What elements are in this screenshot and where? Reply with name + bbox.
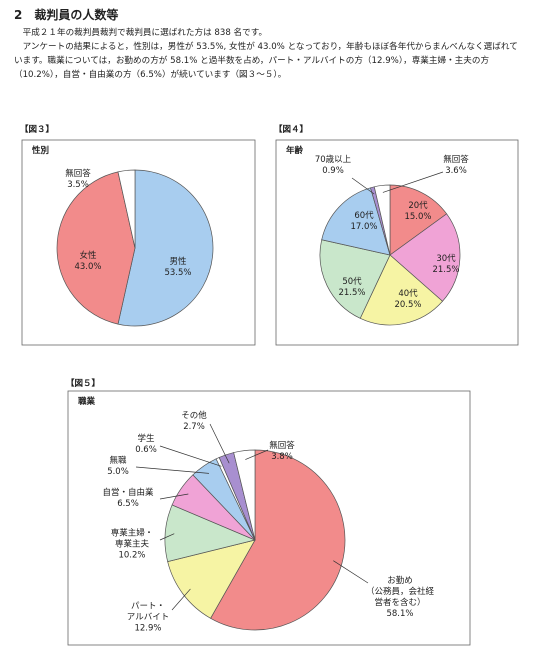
leader-line (351, 177, 375, 195)
slice-value: 20.5% (394, 300, 422, 310)
slice-name: その他 (181, 411, 207, 421)
slice-label: 70歳以上 0.9% (315, 155, 351, 177)
slice-value: 2.7% (183, 422, 205, 432)
chart-frame (67, 390, 471, 646)
slice-label: 60代 17.0% (350, 211, 377, 233)
slice-name: 自営・自由業 (102, 488, 154, 498)
chart-title: 年齢 (286, 146, 304, 156)
leader-line (159, 445, 222, 467)
leader-line (245, 449, 269, 460)
leader-line (171, 588, 191, 611)
chart-title: 職業 (78, 397, 96, 407)
chart-frame (21, 139, 256, 346)
paragraph: 平成２１年の裁判員裁判で裁判員に選ばれた方は 838 名です。 (22, 28, 268, 38)
slice-name: 専業主婦・ 専業主夫 (110, 528, 154, 550)
slice-label: 自営・自由業 6.5% (102, 488, 153, 510)
slice-value: 0.9% (322, 166, 344, 176)
slice-label: 20代 15.0% (404, 201, 431, 223)
slice-label: 専業主婦・ 専業主夫 10.2% (111, 529, 154, 562)
pie-slice (389, 184, 448, 256)
pie-slice (167, 539, 256, 619)
slice-value: 5.0% (107, 467, 129, 477)
slice-value: 10.2% (118, 550, 146, 561)
slice-value: 17.0% (350, 222, 378, 232)
slice-label: 無回答 3.8% (269, 441, 295, 463)
slice-name: 20代 (408, 201, 428, 211)
slice-label: お勤め （公務員，会社経 営者を含む） 58.1% (366, 576, 434, 620)
figure-label: 【図５】 (66, 379, 101, 389)
slice-label: 無回答 3.6% (443, 155, 469, 177)
leader-line (135, 466, 210, 474)
slice-name: 40代 (398, 289, 418, 299)
slice-name: 30代 (436, 254, 456, 264)
slice-value: 43.0% (74, 262, 102, 272)
slice-name: 60代 (354, 211, 374, 221)
slice-value: 58.1% (386, 609, 414, 619)
slice-label: 男性 53.5% (164, 257, 191, 279)
leader-line (382, 171, 444, 193)
pie-slice (233, 449, 256, 541)
figure-label: 【図３】 (20, 125, 55, 135)
slice-value: 3.8% (271, 452, 293, 462)
slice-label: パート・ アルバイト 12.9% (127, 602, 169, 635)
slice-label: 女性 43.0% (74, 251, 101, 273)
pie-slice (117, 169, 214, 327)
slice-value: 3.6% (445, 166, 467, 176)
slice-value: 15.0% (404, 212, 432, 222)
slice-name: お勤め （公務員，会社経 営者を含む） (365, 576, 435, 608)
paragraphs: 平成２１年の裁判員裁判で裁判員に選ばれた方は 838 名です。 アンケートの結果… (14, 26, 524, 82)
slice-name: パート・ アルバイト (126, 601, 170, 623)
leader-line (159, 533, 175, 541)
slice-name: 無回答 (269, 441, 295, 451)
slice-label: 無回答 3.5% (65, 169, 91, 191)
slice-name: 学生 (137, 434, 155, 444)
chart-frame (275, 139, 519, 346)
slice-label: 30代 21.5% (432, 254, 459, 276)
pie-slice (373, 184, 391, 256)
slice-value: 6.5% (117, 499, 139, 509)
pie-slice (210, 449, 346, 631)
slice-name: 無回答 (443, 155, 469, 165)
slice-label: 学生 0.6% (135, 434, 157, 456)
pie-slice (56, 171, 136, 325)
slice-name: 無回答 (65, 169, 91, 179)
leader-line (333, 560, 369, 584)
slice-name: 女性 (79, 251, 97, 261)
slice-value: 21.5% (338, 288, 366, 298)
slice-name: 男性 (169, 257, 187, 267)
slice-label: 無職 5.0% (107, 456, 129, 478)
slice-name: 70歳以上 (314, 155, 352, 165)
slice-value: 53.5% (164, 268, 192, 278)
slice-value: 12.9% (134, 623, 162, 634)
slice-value: 21.5% (432, 265, 460, 275)
pie-slice (117, 169, 136, 249)
slice-label: その他 2.7% (181, 411, 207, 433)
slice-value: 3.5% (67, 180, 89, 190)
heading: 2 裁判員の人数等 (14, 8, 119, 22)
pie-slice (389, 213, 461, 302)
slice-name: 無職 (109, 456, 127, 466)
slice-label: 40代 20.5% (394, 289, 421, 311)
pie-slice (359, 254, 444, 326)
slice-name: 50代 (342, 277, 362, 287)
figure-label: 【図４】 (274, 125, 309, 135)
leader-line (209, 423, 230, 464)
pie-slice (319, 239, 391, 319)
slice-label: 50代 21.5% (338, 277, 365, 299)
paragraph: アンケートの結果によると，性別は，男性が 53.5%, 女性が 43.0% とな… (14, 42, 518, 80)
chart-title: 性別 (32, 146, 50, 156)
slice-value: 0.6% (135, 445, 157, 455)
leader-line (159, 493, 189, 500)
